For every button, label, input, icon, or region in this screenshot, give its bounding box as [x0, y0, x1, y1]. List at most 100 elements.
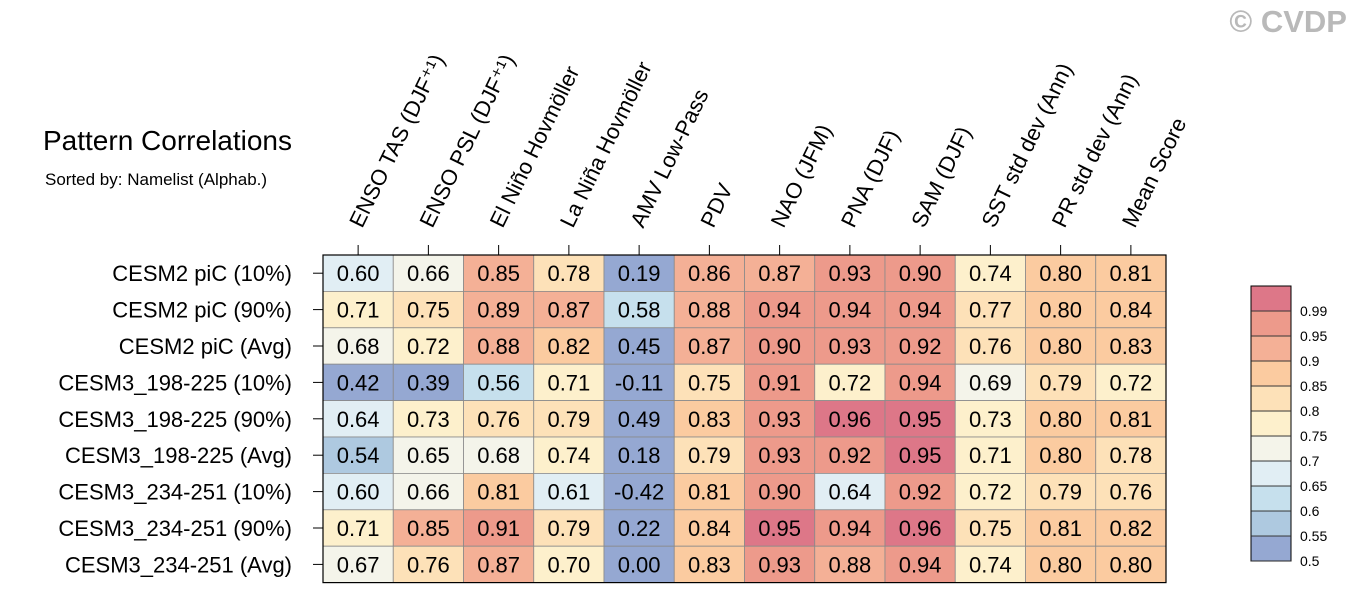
colorbar-label: 0.85: [1300, 378, 1327, 394]
cell-value: 0.22: [618, 516, 661, 541]
cell-value: 0.76: [969, 334, 1012, 359]
watermark: © CVDP: [1229, 4, 1347, 39]
row-label: CESM3_234-251 (90%): [58, 516, 292, 541]
heatmap-cell: [673, 400, 745, 438]
heatmap-cell: [392, 472, 464, 511]
heatmap-cell: [884, 472, 956, 511]
heatmap-cell: [603, 545, 675, 584]
colorbar-label: 0.99: [1300, 303, 1327, 319]
cell-value: 0.72: [1109, 370, 1152, 395]
heatmap-cell: [392, 436, 464, 474]
column-label: Mean Score: [1117, 114, 1191, 232]
heatmap-cell: [954, 509, 1026, 547]
heatmap-cell: [884, 290, 956, 329]
cell-value: 0.91: [758, 370, 801, 395]
cell-value: 0.58: [618, 298, 661, 323]
cell-value: 0.78: [1109, 443, 1152, 468]
cell-value: 0.71: [969, 443, 1012, 468]
cell-value: 0.93: [758, 407, 801, 432]
cell-value: 0.80: [1109, 552, 1152, 577]
colorbar-label: 0.75: [1300, 428, 1327, 444]
heatmap-cell: [673, 545, 745, 584]
colorbar-swatch: [1250, 485, 1292, 512]
cell-value: 0.60: [337, 261, 380, 286]
cell-value: 0.67: [337, 552, 380, 577]
cell-value: 0.83: [688, 407, 731, 432]
column-label: NAO (JFM): [766, 120, 837, 231]
colorbar-label: 0.65: [1300, 478, 1327, 494]
heatmap-cell: [954, 436, 1026, 474]
cell-value: 0.82: [1109, 516, 1152, 541]
heatmap-cell: [954, 363, 1026, 402]
cell-value: 0.00: [618, 552, 661, 577]
cell-value: 0.93: [828, 261, 871, 286]
heatmap-cell: [814, 254, 886, 292]
cell-value: 0.61: [547, 480, 590, 505]
heatmap-cell: [954, 545, 1026, 584]
cell-value: 0.45: [618, 334, 661, 359]
column-label: PDV: [695, 179, 737, 231]
cell-value: 0.80: [1039, 334, 1082, 359]
heatmap-cell: [1095, 327, 1167, 365]
heatmap-cell: [1025, 509, 1097, 547]
heatmap-cell: [954, 400, 1026, 438]
cell-value: 0.65: [407, 443, 450, 468]
cell-value: 0.66: [407, 480, 450, 505]
heatmap-cell: [744, 290, 816, 329]
heatmap-cell: [1025, 363, 1097, 402]
column-label: PNA (DJF): [836, 126, 905, 231]
cell-value: 0.71: [337, 516, 380, 541]
cell-value: 0.80: [1039, 298, 1082, 323]
heatmap-cell: [463, 327, 535, 365]
heatmap-cell: [673, 509, 745, 547]
cell-value: 0.88: [477, 334, 520, 359]
cell-value: 0.88: [828, 552, 871, 577]
cell-value: 0.94: [899, 370, 942, 395]
cell-value: 0.74: [547, 443, 590, 468]
heatmap-cell: [814, 509, 886, 547]
cell-value: 0.69: [969, 370, 1012, 395]
cell-value: 0.81: [688, 480, 731, 505]
heatmap-cell: [954, 472, 1026, 511]
colorbar-swatch: [1250, 310, 1292, 337]
row-label: CESM2 piC (10%): [112, 261, 292, 286]
heatmap-cell: [814, 436, 886, 474]
cell-value: 0.91: [477, 516, 520, 541]
cell-value: 0.75: [688, 370, 731, 395]
cell-value: 0.66: [407, 261, 450, 286]
chart-subtitle: Sorted by: Namelist (Alphab.): [45, 170, 268, 189]
cell-value: 0.81: [1039, 516, 1082, 541]
cell-value: 0.96: [899, 516, 942, 541]
cell-value: 0.73: [969, 407, 1012, 432]
cell-value: 0.85: [407, 516, 450, 541]
heatmap-cell: [533, 509, 605, 547]
cell-value: 0.92: [899, 480, 942, 505]
cell-value: 0.95: [899, 407, 942, 432]
heatmap-cell: [744, 363, 816, 402]
heatmap-cell: [673, 327, 745, 365]
cell-value: 0.81: [477, 480, 520, 505]
cell-value: 0.79: [688, 443, 731, 468]
colorbar-label: 0.6: [1300, 503, 1320, 519]
row-label: CESM3_234-251 (Avg): [65, 552, 292, 577]
cell-value: 0.75: [407, 298, 450, 323]
cell-value: 0.90: [758, 334, 801, 359]
cell-value: 0.73: [407, 407, 450, 432]
cell-value: 0.79: [547, 407, 590, 432]
row-label: CESM3_198-225 (Avg): [65, 443, 292, 468]
cell-value: 0.72: [969, 480, 1012, 505]
cell-value: 0.89: [477, 298, 520, 323]
cell-value: 0.68: [477, 443, 520, 468]
cell-value: 0.70: [547, 552, 590, 577]
colorbar-swatch: [1250, 360, 1292, 387]
heatmap-cell: [814, 400, 886, 438]
cell-value: 0.18: [618, 443, 661, 468]
cell-value: 0.84: [1109, 298, 1152, 323]
cell-value: 0.42: [337, 370, 380, 395]
colorbar-swatch: [1250, 285, 1292, 312]
cell-value: 0.83: [1109, 334, 1152, 359]
heatmap-cell: [603, 290, 675, 329]
heatmap-cell: [533, 327, 605, 365]
cell-value: 0.80: [1039, 443, 1082, 468]
cell-value: 0.94: [828, 516, 871, 541]
